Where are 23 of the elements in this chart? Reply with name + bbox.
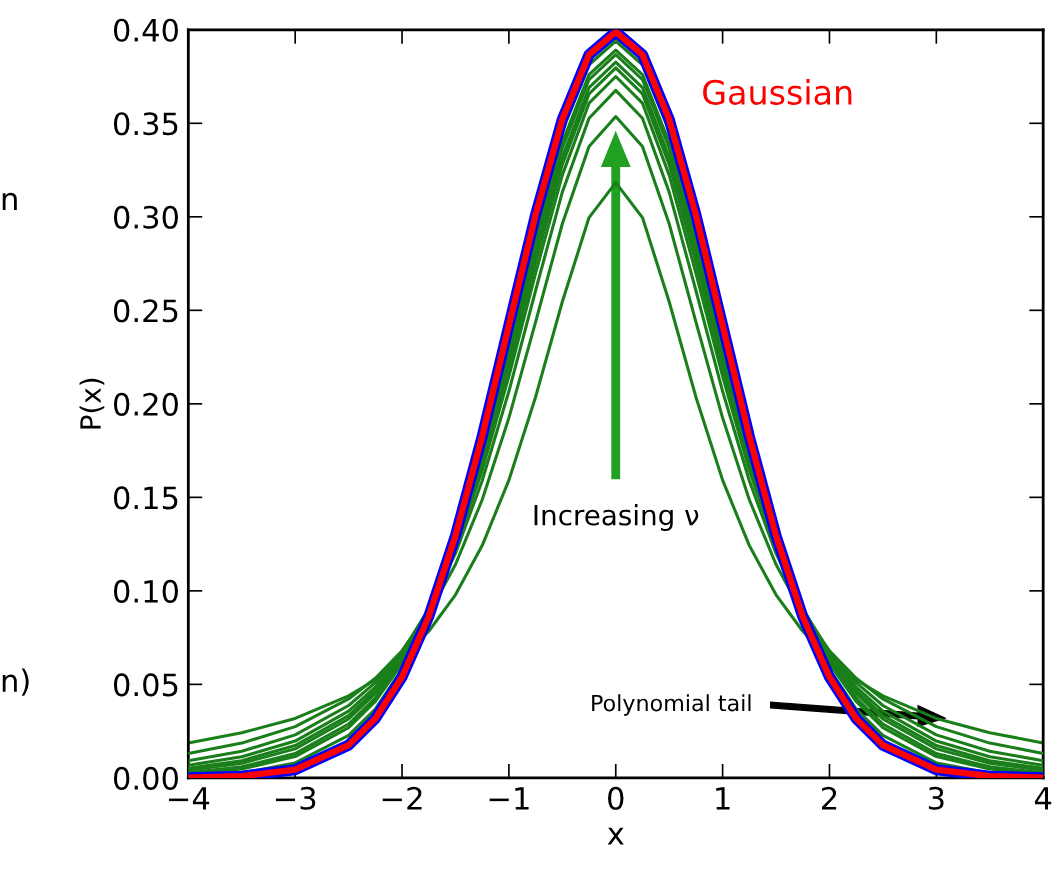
y-tick-label: 0.25 (113, 299, 178, 323)
x-tick-label: 3 (928, 786, 944, 810)
x-tick-label: −1 (489, 787, 529, 810)
annotation: Increasing ν (534, 504, 699, 531)
x-tick-label: −2 (382, 786, 422, 810)
y-tick-label: 0.15 (113, 486, 178, 510)
x-axis-title: x (607, 827, 624, 845)
x-tick-label: 2 (821, 786, 837, 810)
y-tick-label: 0.30 (113, 205, 178, 229)
annotation: Polynomial tail (592, 694, 751, 716)
x-tick-label: −3 (275, 786, 316, 810)
x-tick-label: 1 (716, 787, 730, 810)
text: n) (2, 668, 29, 696)
y-tick-label: 0.40 (113, 18, 178, 42)
x-tick-label: 0 (608, 786, 624, 810)
series-label: Gaussian (703, 79, 852, 105)
y-tick-label: 0.10 (113, 579, 178, 603)
text: n (2, 192, 17, 210)
y-tick-label: 0.20 (113, 392, 178, 416)
y-tick-label: 0.35 (113, 112, 178, 136)
x-tick-label: 4 (1034, 787, 1052, 810)
y-tick-label: 0.05 (113, 673, 178, 697)
y-axis-title: P(x) (79, 378, 105, 429)
